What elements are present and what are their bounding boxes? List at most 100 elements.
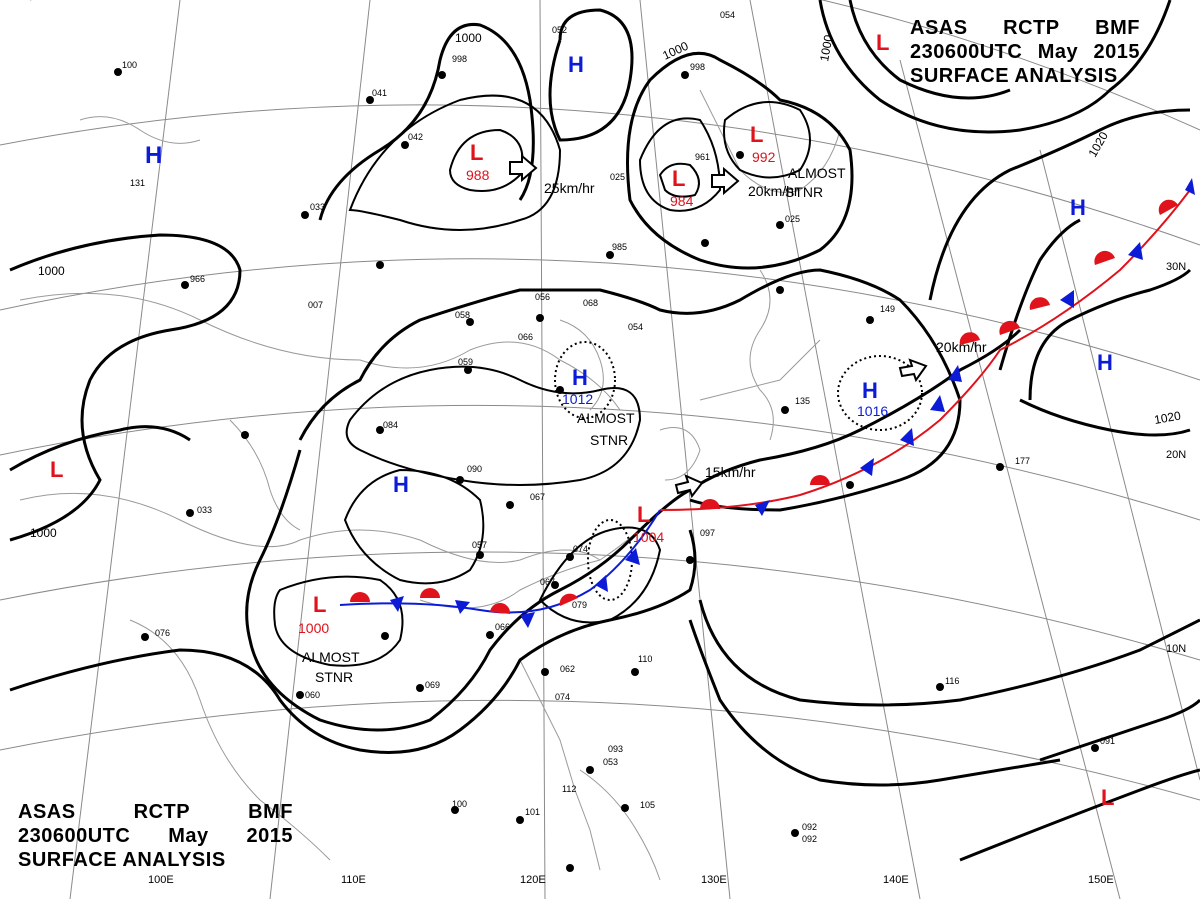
- stationary-front-line: [659, 189, 1191, 511]
- low-center-letter: L: [1101, 785, 1114, 810]
- motion-speed-label: 15km/hr: [705, 464, 756, 480]
- coastline: [559, 319, 604, 411]
- longitude-line: [69, 0, 181, 899]
- station-value: 131: [130, 178, 145, 188]
- stationary-label: STNR: [315, 669, 353, 685]
- stationary-label: STNR: [785, 184, 823, 200]
- isobar: [273, 575, 404, 667]
- longitude-label: 150E: [1088, 874, 1114, 886]
- isobar: [343, 468, 485, 585]
- coastline: [519, 659, 601, 871]
- station-value: 054: [720, 10, 735, 20]
- low-center-value: 992: [752, 149, 776, 165]
- station-value: 079: [572, 600, 587, 610]
- station-value: 052: [552, 25, 567, 35]
- high-center-letter: H: [862, 378, 878, 403]
- stationary-label: ALMOST: [302, 649, 360, 665]
- movement-labels: 25km/hr 20km/hr 15km/hr 20km/hr ALMOST S…: [302, 165, 987, 685]
- isobar-1020: [1019, 398, 1191, 437]
- station-value: 116: [945, 676, 959, 686]
- station-value: 060: [305, 690, 320, 700]
- longitude-line: [639, 0, 731, 899]
- office-code: BMF: [248, 801, 293, 823]
- isobar: [245, 449, 691, 732]
- station-value: 101: [525, 807, 540, 817]
- station-numbers: 100 052 054 998 041 042 998 025 961 131 …: [122, 10, 1115, 844]
- coastline: [749, 269, 774, 441]
- analysis-time: 230600UTC: [910, 41, 1023, 63]
- station-value: 067: [540, 577, 555, 587]
- isobar: [9, 425, 191, 472]
- motion-arrow-icon: [674, 474, 704, 499]
- motion-arrow-icon: [711, 166, 740, 196]
- station-value: 025: [610, 172, 625, 182]
- low-center-letter: L: [672, 166, 685, 191]
- fronts: [339, 178, 1195, 628]
- motion-speed-label: 20km/hr: [936, 339, 987, 355]
- station-value: 068: [583, 298, 598, 308]
- cold-front-symbols: [390, 178, 1195, 628]
- analysis-month: May: [168, 825, 209, 847]
- station-value: 067: [530, 492, 545, 502]
- header-row-2: 230600UTC May 2015: [18, 824, 293, 848]
- station-value: 069: [425, 680, 440, 690]
- coastline: [19, 492, 601, 563]
- motion-arrow-icon: [509, 153, 538, 183]
- high-center-letter: H: [1070, 195, 1086, 220]
- isobar: [9, 529, 697, 754]
- low-center-letter: L: [313, 592, 326, 617]
- longitude-label: 110E: [341, 874, 366, 886]
- station-value: 961: [695, 152, 710, 162]
- station-value: 084: [383, 420, 398, 430]
- cold-front-line: [339, 509, 661, 614]
- office-code: BMF: [1095, 17, 1140, 39]
- warm-front-symbols: [350, 199, 1178, 614]
- station-value: 985: [612, 242, 627, 252]
- coastline: [699, 89, 841, 193]
- header-top: ASAS RCTP BMF 230600UTC May 2015 SURFACE…: [910, 16, 1140, 88]
- longitude-label: 130E: [701, 874, 727, 886]
- isobar: [345, 365, 642, 486]
- low-center-value: 988: [466, 167, 490, 183]
- station-value: 092: [802, 834, 817, 844]
- high-center-letter: H: [145, 142, 162, 169]
- low-center-letter: L: [470, 140, 483, 165]
- isobar: [698, 599, 1200, 707]
- high-center-value: 1016: [857, 403, 888, 419]
- stationary-label: ALMOST: [577, 410, 635, 426]
- station-value: 074: [555, 692, 570, 702]
- latitude-line: [0, 551, 1200, 661]
- station-value: 998: [452, 54, 467, 64]
- isobar: [848, 0, 1011, 100]
- dotted-isobar-1012: [554, 341, 616, 419]
- isobar-1000: [318, 22, 535, 221]
- station-value: 092: [802, 822, 817, 832]
- station-value: 998: [690, 62, 705, 72]
- agency-code: ASAS: [910, 17, 968, 39]
- isobar: [548, 8, 634, 142]
- isobars-thick: [9, 0, 1200, 862]
- coastline: [419, 519, 651, 609]
- station-value: 076: [155, 628, 170, 638]
- analysis-time: 230600UTC: [18, 825, 131, 847]
- latitude-line: [0, 104, 1200, 246]
- station-code: RCTP: [1003, 17, 1060, 39]
- isobar: [689, 328, 1022, 492]
- station-value: 066: [518, 332, 533, 342]
- station-value: 100: [452, 799, 467, 809]
- isobar: [658, 162, 700, 198]
- low-center-letter: L: [750, 122, 763, 147]
- station-value: 025: [785, 214, 800, 224]
- analysis-month: May: [1037, 41, 1079, 63]
- agency-code: ASAS: [18, 801, 76, 823]
- latitude-line: [0, 404, 1200, 521]
- coastline: [699, 339, 821, 401]
- station-value: 110: [638, 654, 652, 664]
- longitude-label: 100E: [148, 874, 174, 886]
- isobar-label: 1000: [455, 31, 482, 45]
- motion-arrows: [509, 153, 928, 499]
- low-center-letter: L: [50, 457, 63, 482]
- station-value: 033: [310, 202, 325, 212]
- isobar: [1039, 698, 1200, 762]
